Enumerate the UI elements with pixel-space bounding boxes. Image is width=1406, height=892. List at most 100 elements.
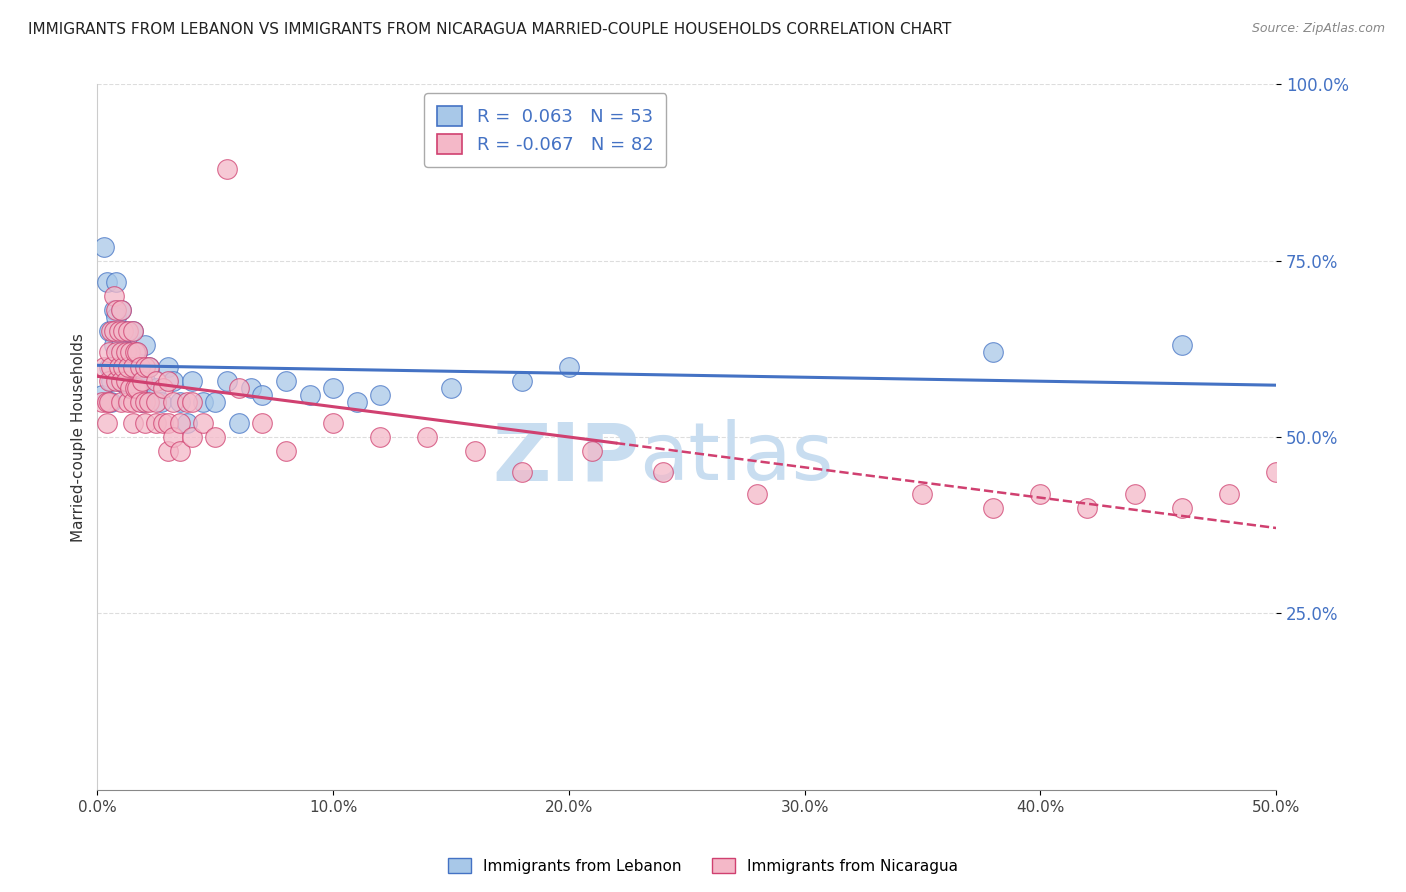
Point [134, 395, 156, 409]
Point [105, 303, 128, 318]
Point [322, 381, 344, 395]
Point [162, 395, 184, 409]
Point [93, 359, 115, 374]
Point [322, 416, 344, 430]
Point [121, 324, 143, 338]
Point [204, 395, 226, 409]
Point [1171, 338, 1194, 352]
Point [131, 374, 153, 388]
Point [121, 359, 143, 374]
Point [128, 359, 150, 374]
Point [157, 444, 180, 458]
Point [107, 345, 129, 359]
Text: ZIP: ZIP [492, 419, 640, 498]
Point [558, 359, 581, 374]
Point [252, 416, 274, 430]
Point [145, 381, 167, 395]
Point [114, 324, 136, 338]
Point [124, 374, 146, 388]
Point [911, 486, 934, 500]
Point [103, 289, 125, 303]
Point [128, 381, 150, 395]
Point [110, 374, 132, 388]
Point [100, 359, 122, 374]
Point [157, 359, 180, 374]
Point [91, 388, 114, 402]
Point [150, 395, 173, 409]
Point [103, 338, 125, 352]
Point [138, 359, 160, 374]
Point [239, 381, 262, 395]
Point [110, 374, 132, 388]
Point [169, 444, 191, 458]
Point [105, 345, 128, 359]
Point [1265, 466, 1288, 480]
Point [105, 275, 128, 289]
Point [121, 395, 143, 409]
Point [98, 374, 121, 388]
Point [100, 324, 122, 338]
Point [134, 416, 156, 430]
Point [193, 395, 215, 409]
Point [96, 395, 118, 409]
Point [464, 444, 486, 458]
Point [91, 395, 114, 409]
Point [152, 381, 174, 395]
Point [127, 345, 149, 359]
Point [98, 324, 121, 338]
Point [368, 430, 391, 444]
Point [1218, 486, 1240, 500]
Point [581, 444, 603, 458]
Point [110, 345, 132, 359]
Point [96, 416, 118, 430]
Text: IMMIGRANTS FROM LEBANON VS IMMIGRANTS FROM NICARAGUA MARRIED-COUPLE HOUSEHOLDS C: IMMIGRANTS FROM LEBANON VS IMMIGRANTS FR… [28, 22, 952, 37]
Point [1029, 486, 1052, 500]
Point [1123, 486, 1146, 500]
Point [112, 324, 135, 338]
Legend: R =  0.063   N = 53, R = -0.067   N = 82: R = 0.063 N = 53, R = -0.067 N = 82 [425, 94, 666, 167]
Point [416, 430, 439, 444]
Point [298, 388, 321, 402]
Point [134, 359, 156, 374]
Point [215, 162, 238, 177]
Point [145, 374, 167, 388]
Point [127, 381, 149, 395]
Point [215, 374, 238, 388]
Point [110, 395, 132, 409]
Point [169, 395, 191, 409]
Point [162, 374, 184, 388]
Legend: Immigrants from Lebanon, Immigrants from Nicaragua: Immigrants from Lebanon, Immigrants from… [441, 852, 965, 880]
Point [169, 416, 191, 430]
Point [152, 416, 174, 430]
Point [228, 381, 250, 395]
Point [103, 303, 125, 318]
Point [121, 416, 143, 430]
Point [145, 395, 167, 409]
Point [103, 324, 125, 338]
Y-axis label: Married-couple Households: Married-couple Households [72, 333, 86, 541]
Point [510, 466, 533, 480]
Point [117, 345, 139, 359]
Point [120, 381, 142, 395]
Point [121, 324, 143, 338]
Point [128, 395, 150, 409]
Point [107, 374, 129, 388]
Point [368, 388, 391, 402]
Point [124, 381, 146, 395]
Point [110, 338, 132, 352]
Point [193, 416, 215, 430]
Point [107, 359, 129, 374]
Point [138, 395, 160, 409]
Point [180, 395, 202, 409]
Point [1076, 500, 1098, 515]
Point [100, 374, 122, 388]
Point [105, 310, 128, 325]
Point [134, 374, 156, 388]
Point [110, 303, 132, 318]
Point [145, 416, 167, 430]
Text: atlas: atlas [640, 419, 834, 498]
Point [204, 430, 226, 444]
Point [440, 381, 463, 395]
Point [114, 345, 136, 359]
Point [98, 395, 121, 409]
